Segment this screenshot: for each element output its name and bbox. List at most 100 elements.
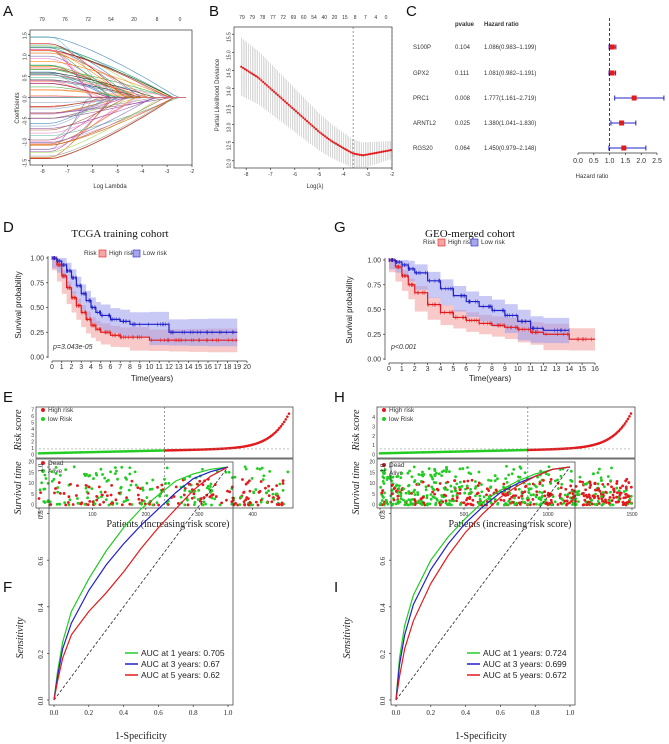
alive-patient-point (103, 476, 107, 480)
alive-patient-point (193, 501, 197, 504)
dead-patient-point (531, 497, 535, 501)
panel-d-legend-high-key (98, 249, 107, 258)
deviance-point (338, 144, 341, 148)
dead-patient-point (615, 482, 619, 485)
dead-patient-point (566, 495, 569, 499)
alive-patient-point (410, 475, 414, 479)
alive-patient-point (141, 486, 145, 490)
dead-patient-point (621, 484, 624, 488)
dead-patient-point (446, 480, 450, 484)
panel-h-legend-dead-key (382, 463, 386, 467)
pD-y-tick-label: 0.00 (30, 355, 44, 362)
alive-patient-point (598, 467, 601, 471)
alive-patient-point (432, 481, 436, 484)
panel-a-x-tick-label: -4 (140, 169, 145, 175)
risk-score-point (620, 426, 624, 429)
alive-patient-point (265, 501, 269, 504)
alive-patient-point (134, 483, 138, 487)
deviance-point (263, 82, 267, 85)
dead-patient-point (550, 501, 554, 504)
hr-point (631, 95, 637, 101)
dead-patient-point (225, 498, 228, 502)
alive-patient-point (474, 494, 477, 498)
alive-patient-point (608, 499, 612, 503)
alive-patient-point (523, 471, 527, 475)
dead-patient-point (543, 494, 547, 498)
alive-patient-point (523, 500, 526, 504)
risk-score-point (281, 422, 284, 426)
dead-patient-point (277, 503, 281, 506)
pG-x-tick-label: 15 (578, 366, 586, 373)
alive-patient-point (201, 503, 205, 507)
panel-c-x-tick-label: 1.5 (621, 158, 631, 165)
alive-patient-point (420, 473, 423, 477)
panel-b-x-tick-label: -2 (390, 172, 395, 178)
alive-patient-point (56, 490, 60, 494)
alive-patient-point (541, 484, 545, 487)
alive-patient-point (230, 502, 234, 506)
deviance-point (329, 139, 332, 142)
alive-patient-point (398, 484, 401, 488)
alive-patient-point (466, 466, 469, 469)
panel-b-x-tick-label: -3 (365, 172, 370, 178)
dead-patient-point (280, 501, 284, 505)
pD-y-tick-label: 1.00 (30, 256, 44, 263)
alive-patient-point (440, 474, 444, 478)
alive-patient-point (42, 500, 46, 503)
panel-e-legend-dead-key (41, 461, 45, 465)
alive-patient-point (420, 503, 424, 506)
panel-label-d: D (3, 219, 14, 236)
dead-patient-point (462, 480, 466, 483)
dead-patient-point (559, 486, 563, 490)
pD-x-tick-label: 20 (243, 364, 251, 371)
alive-patient-point (85, 472, 88, 476)
alive-patient-point (129, 483, 133, 487)
alive-patient-point (527, 488, 531, 492)
dead-patient-point (625, 501, 629, 504)
alive-patient-point (99, 490, 103, 494)
dead-patient-point (54, 487, 57, 490)
dead-patient-point (256, 503, 260, 507)
alive-patient-point (412, 465, 416, 469)
pG-x-tick-label: 6 (464, 366, 468, 373)
alive-patient-point (396, 501, 400, 505)
pG-y-tick-label: 0.25 (367, 332, 381, 339)
alive-patient-point (163, 477, 166, 481)
alive-patient-point (76, 497, 79, 500)
dead-patient-point (574, 484, 578, 488)
deviance-point (247, 70, 250, 73)
alive-patient-point (58, 473, 62, 477)
dead-patient-point (380, 491, 384, 495)
alive-patient-point (58, 502, 62, 506)
alive-patient-point (128, 472, 132, 476)
pI-x-tick-label: 0.2 (426, 709, 435, 717)
alive-patient-point (86, 496, 89, 500)
panel-b-top-tick-label: 54 (311, 15, 317, 21)
dead-patient-point (198, 479, 202, 483)
alive-patient-point (518, 465, 522, 469)
panel-b-x-tick-label: -7 (268, 172, 273, 178)
pI-legend-label: AUC at 5 years: 0.672 (483, 670, 567, 680)
deviance-point (324, 135, 327, 138)
alive-patient-point (383, 491, 386, 495)
pG-x-tick-label: 2 (413, 366, 417, 373)
alive-patient-point (455, 493, 459, 497)
dead-patient-point (508, 497, 512, 501)
dead-patient-point (190, 496, 194, 500)
dead-patient-point (451, 497, 454, 501)
alive-patient-point (67, 503, 71, 507)
coefficient-path (30, 77, 186, 98)
coefficient-path (30, 46, 186, 98)
alive-patient-point (535, 485, 538, 489)
coefficient-path (30, 36, 186, 98)
panel-h-risk-plot-geo: Risk score Survival time Patients (incre… (351, 406, 638, 530)
panel-e-ylabel-bottom: Survival time (13, 461, 24, 515)
dead-patient-point (614, 500, 618, 504)
alive-patient-point (424, 488, 428, 492)
panel-label-b: B (209, 3, 219, 20)
dead-patient-point (584, 488, 588, 492)
pF-legend-label: AUC at 3 years: 0.67 (141, 659, 220, 669)
pG-x-tick-label: 10 (514, 366, 522, 373)
alive-patient-point (601, 491, 605, 494)
panel-b-y-tick-label: 13.0 (227, 122, 233, 132)
